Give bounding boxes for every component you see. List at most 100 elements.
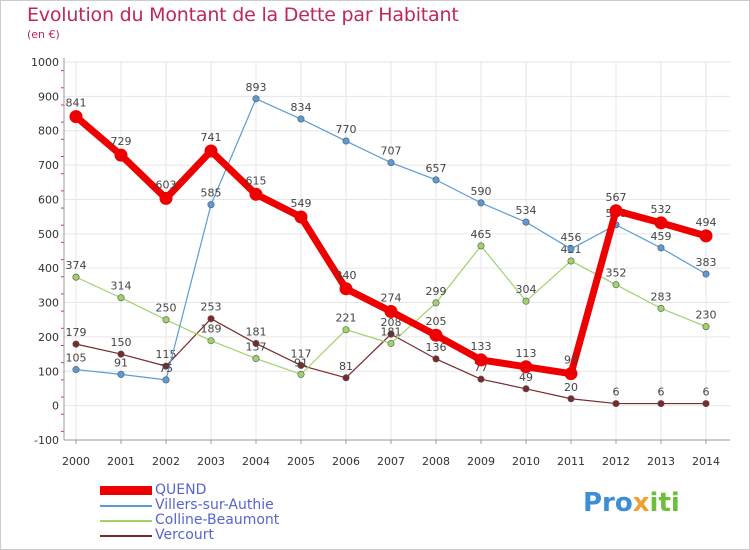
series-point-2 [567, 245, 575, 253]
x-tick-label-1: 2001 [107, 455, 135, 468]
data-label: 459 [651, 230, 672, 243]
series-point-0 [387, 330, 395, 338]
x-tick-label-0: 2000 [62, 455, 90, 468]
data-label: 532 [651, 203, 672, 216]
series-point-3 [699, 229, 713, 243]
data-label: 615 [246, 174, 267, 187]
series-point-2 [702, 270, 710, 278]
legend-label: Villers-sur-Authie [155, 497, 274, 513]
series-point-0 [612, 400, 620, 408]
series-point-0 [702, 400, 710, 408]
series-point-0 [477, 375, 485, 383]
data-label: 352 [606, 267, 627, 280]
series-point-1 [297, 370, 305, 378]
data-label: 230 [696, 309, 717, 322]
series-point-1 [162, 316, 170, 324]
data-label: 221 [336, 312, 357, 325]
series-point-3 [609, 204, 623, 218]
y-tick-label-8: 700 [38, 159, 59, 172]
series-point-0 [252, 339, 260, 347]
logo-part-3: iti [649, 488, 680, 518]
data-label: 299 [426, 285, 447, 298]
series-point-3 [384, 304, 398, 318]
x-tick-label-6: 2006 [332, 455, 360, 468]
y-tick-label-1: 0 [52, 400, 59, 413]
x-tick-label-14: 2014 [692, 455, 720, 468]
y-tick-label-10: 900 [38, 90, 59, 103]
series-point-3 [519, 360, 533, 374]
data-label: 6 [658, 386, 665, 399]
series-point-2 [342, 137, 350, 145]
series-point-2 [207, 201, 215, 209]
series-point-3 [114, 148, 128, 162]
series-point-0 [342, 374, 350, 382]
legend-swatch [100, 535, 152, 537]
y-tick-label-5: 400 [38, 262, 59, 275]
y-tick-label-3: 200 [38, 331, 59, 344]
series-point-1 [702, 323, 710, 331]
data-label: 603 [156, 178, 177, 191]
data-label: 534 [516, 204, 537, 217]
series-point-3 [204, 144, 218, 158]
data-label: 137 [246, 341, 267, 354]
legend-label: Vercourt [155, 527, 214, 543]
series-point-2 [252, 95, 260, 103]
data-label: 113 [516, 347, 537, 360]
data-label: 93 [564, 354, 578, 367]
series-point-0 [567, 395, 575, 403]
y-tick-label-6: 500 [38, 228, 59, 241]
data-label: 590 [471, 185, 492, 198]
series-point-0 [117, 350, 125, 358]
data-label: 283 [651, 290, 672, 303]
data-label: 205 [426, 315, 447, 328]
data-label: 585 [201, 187, 222, 200]
series-point-0 [657, 400, 665, 408]
x-tick-label-13: 2013 [647, 455, 675, 468]
series-point-3 [474, 353, 488, 367]
data-label: 834 [291, 101, 312, 114]
series-point-1 [207, 337, 215, 345]
series-point-3 [159, 191, 173, 205]
plot-area [64, 62, 730, 440]
series-point-0 [432, 355, 440, 363]
chart-title: Evolution du Montant de la Dette par Hab… [27, 4, 459, 26]
x-tick-label-10: 2010 [512, 455, 540, 468]
legend-label: Colline-Beaumont [155, 512, 280, 528]
proxiti-logo: Proxiti [583, 488, 680, 518]
data-label: 304 [516, 283, 537, 296]
series-point-3 [69, 110, 83, 124]
data-label: 549 [291, 197, 312, 210]
data-label: 189 [201, 323, 222, 336]
data-label: 494 [696, 216, 717, 229]
x-tick-label-7: 2007 [377, 455, 405, 468]
x-tick-label-2: 2002 [152, 455, 180, 468]
data-label: 465 [471, 228, 492, 241]
data-label: 181 [246, 325, 267, 338]
y-tick-label-9: 800 [38, 125, 59, 138]
series-point-1 [117, 294, 125, 302]
series-point-3 [654, 216, 668, 230]
data-label: 741 [201, 131, 222, 144]
series-point-1 [252, 355, 260, 363]
series-point-0 [297, 361, 305, 369]
data-label: 208 [381, 316, 402, 329]
legend-swatch [100, 520, 152, 522]
data-label: 117 [291, 347, 312, 360]
data-label: 383 [696, 256, 717, 269]
data-label: 49 [519, 371, 533, 384]
y-tick-label-2: 100 [38, 365, 59, 378]
series-point-2 [432, 176, 440, 184]
series-point-2 [387, 159, 395, 167]
data-label: 250 [156, 302, 177, 315]
y-tick-label-0: -100 [34, 434, 59, 447]
data-label: 91 [294, 356, 308, 369]
data-label: 75 [159, 362, 173, 375]
series-point-1 [477, 242, 485, 250]
series-point-2 [297, 115, 305, 123]
data-label: 729 [111, 135, 132, 148]
x-tick-label-11: 2011 [557, 455, 585, 468]
chart-subtitle: (en €) [27, 28, 60, 41]
data-label: 707 [381, 145, 402, 158]
